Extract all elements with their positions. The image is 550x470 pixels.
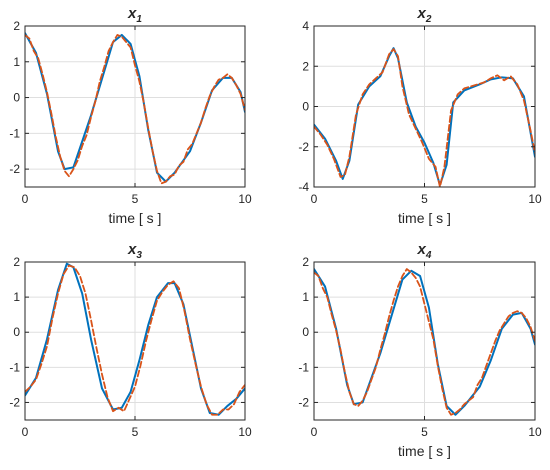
y-tick-label: 4 [302,19,309,33]
y-tick-label: -2 [298,395,309,409]
y-tick-label: -1 [298,360,309,374]
x-tick-label: 0 [311,425,318,439]
y-tick-label: 0 [13,325,20,339]
panel-title-subscript: 1 [136,14,142,25]
y-tick-label: 0 [302,325,309,339]
panel-title-subscript: 2 [425,14,432,25]
x-tick-label: 10 [238,192,252,206]
panel-title-subscript: 4 [425,250,432,261]
series-estimate-line [314,268,535,416]
x-tick-label: 10 [528,425,542,439]
subplot-x4: 0 5 10 -2 -1 0 1 2 time [ s ] x4 [298,241,542,459]
x-tick-label: 5 [421,192,428,206]
subplot-x3: 0 5 10 -2 -1 0 1 2 x3 [9,241,252,439]
panel-title: x1 [127,5,142,25]
y-tick-label: -2 [9,395,20,409]
y-tick-label: -2 [298,140,309,154]
y-tick-label: -1 [9,126,20,140]
x-axis-label: time [ s ] [398,210,451,226]
y-tick-label: 1 [13,55,20,69]
y-tick-label: 1 [302,290,309,304]
series-true-line [25,262,245,416]
y-tick-label: 2 [13,255,20,269]
y-tick-label: -4 [298,180,309,194]
x-tick-label: 10 [238,425,252,439]
y-tick-label: 2 [302,255,309,269]
panel-title: x2 [417,5,432,25]
panel-title-base: x [417,241,427,258]
x-axis-label: time [ s ] [109,210,162,226]
panel-title-base: x [127,241,137,258]
y-tick-label: 2 [302,59,309,73]
series-estimate-line [25,34,245,185]
panel-title-subscript: 3 [136,250,142,261]
y-tick-label: 0 [302,100,309,114]
y-tick-label: 1 [13,290,20,304]
panel-title-base: x [127,5,137,22]
x-tick-label: 5 [132,192,139,206]
y-tick-label: 2 [13,19,20,33]
y-tick-label: 0 [13,91,20,105]
series-estimate-line [25,264,245,416]
x-axis-label: time [ s ] [398,443,451,459]
panel-title: x4 [417,241,432,261]
y-tick-label: -2 [9,162,20,176]
x-tick-label: 0 [311,192,318,206]
x-tick-label: 0 [22,192,29,206]
x-tick-label: 10 [528,192,542,206]
y-tick-label: -1 [9,360,20,374]
panel-title: x3 [127,241,142,261]
panel-title-base: x [417,5,427,22]
x-tick-label: 5 [421,425,428,439]
x-tick-label: 0 [22,425,29,439]
series-estimate-line [314,48,535,187]
x-tick-label: 5 [132,425,139,439]
